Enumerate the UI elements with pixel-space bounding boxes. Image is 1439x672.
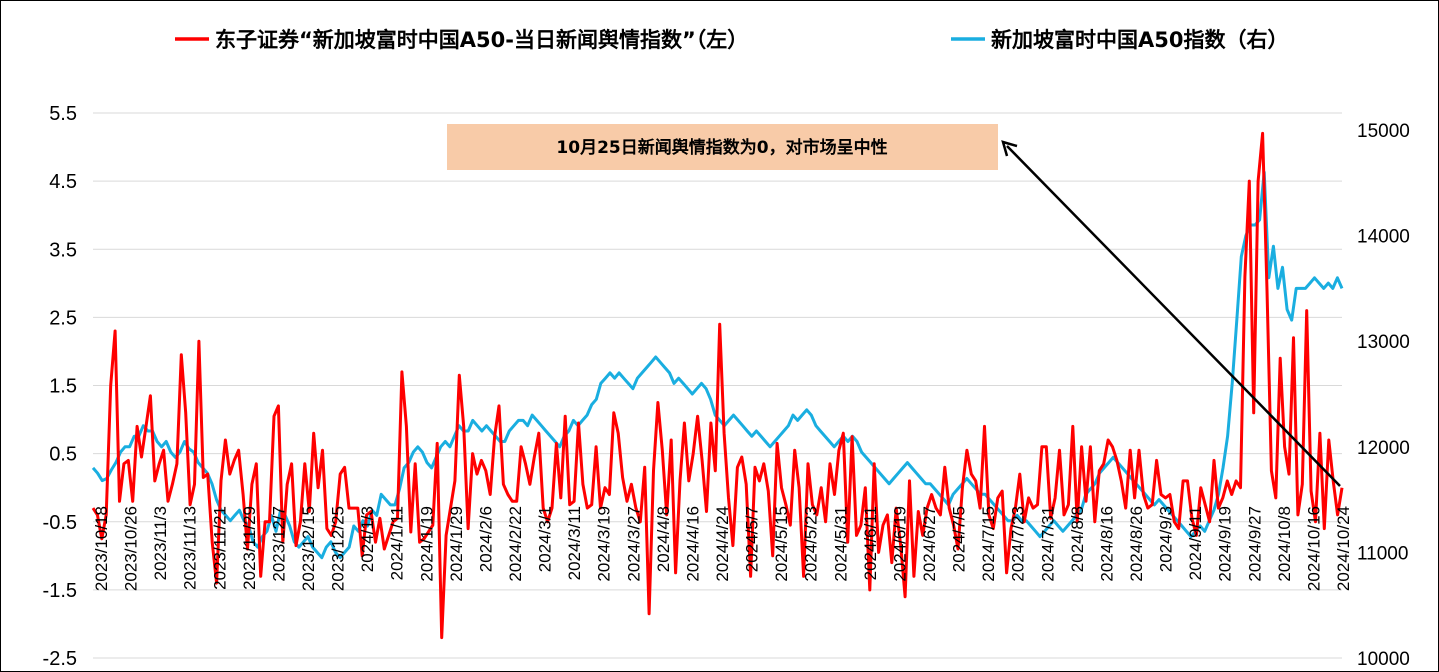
x-tick-label: 2024/9/11: [1186, 506, 1205, 580]
x-tick-label: 2024/6/27: [920, 506, 939, 582]
x-tick-label: 2024/1/29: [447, 506, 466, 582]
y-right-tick-label: 10000: [1357, 649, 1410, 670]
x-tick-label: 2024/10/24: [1334, 506, 1353, 591]
x-axis-ticks: 2023/10/18 2023/10/26 2023/11/3 2023/11/13 2…: [92, 506, 1353, 591]
annotation-text: 10月25日新闻舆情指数为0，对市场呈中性: [556, 137, 887, 158]
x-tick-label: 2024/5/31: [831, 506, 850, 582]
x-tick-label: 2024/4/24: [713, 506, 732, 582]
x-tick-label: 2024/2/6: [476, 506, 495, 572]
x-tick-label: 2023/11/29: [240, 506, 259, 590]
legend: 东子证券“新加坡富时中国A50-当日新闻舆情指数”（左） 新加坡富时中国A50指…: [175, 28, 1288, 52]
y-right-tick-label: 13000: [1357, 332, 1410, 353]
y-left-tick-label: 1.5: [49, 376, 77, 398]
x-tick-label: 2024/5/23: [802, 506, 821, 582]
annotation-box: [447, 124, 998, 170]
y-axis-left-ticks: 5.5 4.5 3.5 2.5 1.5 0.5 -0.5 -1.5 -2.5: [43, 103, 77, 670]
series-lines: [91, 131, 1344, 640]
annotation-arrow-line: [1006, 145, 1341, 487]
x-tick-label: 2024/7/5: [950, 506, 969, 572]
x-tick-label: 2024/1/3: [358, 506, 377, 572]
annotation: 10月25日新闻舆情指数为0，对市场呈中性: [447, 124, 1341, 487]
x-tick-label: 2024/4/16: [683, 506, 702, 582]
x-tick-label: 2023/11/13: [181, 506, 200, 590]
x-tick-label: 2024/4/8: [654, 506, 673, 572]
y-left-tick-label: -0.5: [43, 512, 77, 534]
y-left-tick-label: 3.5: [49, 239, 77, 261]
x-tick-label: 2024/9/19: [1216, 506, 1235, 582]
x-tick-label: 2024/3/27: [624, 506, 643, 582]
x-tick-label: 2023/11/3: [151, 506, 170, 580]
y-left-tick-label: 5.5: [49, 103, 77, 125]
x-tick-label: 2024/3/19: [595, 506, 614, 582]
x-tick-label: 2024/7/31: [1038, 506, 1057, 582]
y-left-tick-label: 0.5: [49, 444, 77, 466]
x-tick-label: 2024/5/15: [772, 506, 791, 582]
x-tick-label: 2024/7/15: [979, 506, 998, 582]
x-tick-label: 2023/10/18: [92, 506, 111, 591]
x-tick-label: 2024/7/23: [1009, 506, 1028, 582]
legend-label-sentiment: 东子证券“新加坡富时中国A50-当日新闻舆情指数”（左）: [215, 28, 748, 52]
x-tick-label: 2023/12/7: [269, 506, 288, 582]
x-tick-label: 2024/8/16: [1097, 506, 1116, 582]
x-tick-label: 2024/3/1: [536, 506, 555, 572]
x-tick-label: 2024/10/16: [1304, 506, 1323, 591]
x-tick-label: 2024/6/11: [861, 506, 880, 580]
x-tick-label: 2024/3/11: [565, 506, 584, 580]
x-tick-label: 2024/5/7: [743, 506, 762, 572]
y-left-tick-label: 4.5: [49, 171, 77, 193]
x-tick-label: 2023/10/26: [122, 506, 141, 591]
y-left-tick-label: 2.5: [49, 307, 77, 329]
y-axis-right-ticks: 15000 14000 13000 12000 11000 10000: [1357, 121, 1410, 670]
legend-label-a50: 新加坡富时中国A50指数（右）: [991, 28, 1288, 52]
y-right-tick-label: 11000: [1357, 543, 1408, 564]
x-tick-label: 2024/10/8: [1275, 506, 1294, 582]
y-right-tick-label: 15000: [1357, 121, 1410, 142]
y-left-tick-label: -2.5: [43, 648, 77, 670]
x-tick-label: 2023/12/15: [299, 506, 318, 591]
x-tick-label: 2024/9/27: [1245, 506, 1264, 582]
x-tick-label: 2024/9/3: [1157, 506, 1176, 572]
x-tick-label: 2024/8/8: [1068, 506, 1087, 572]
x-tick-label: 2024/8/26: [1127, 506, 1146, 582]
series-line-sentiment-index: [91, 131, 1344, 640]
x-tick-label: 2023/12/25: [329, 506, 348, 591]
x-tick-label: 2024/1/11: [388, 506, 407, 580]
x-tick-label: 2023/11/21: [210, 506, 229, 590]
y-right-tick-label: 14000: [1357, 227, 1410, 248]
y-right-tick-label: 12000: [1357, 438, 1410, 459]
x-tick-label: 2024/1/19: [417, 506, 436, 582]
x-tick-label: 2024/6/19: [890, 506, 909, 582]
annotation-arrow-head: [1001, 140, 1018, 157]
x-tick-label: 2024/2/22: [506, 506, 525, 582]
y-left-tick-label: -1.5: [43, 580, 77, 602]
